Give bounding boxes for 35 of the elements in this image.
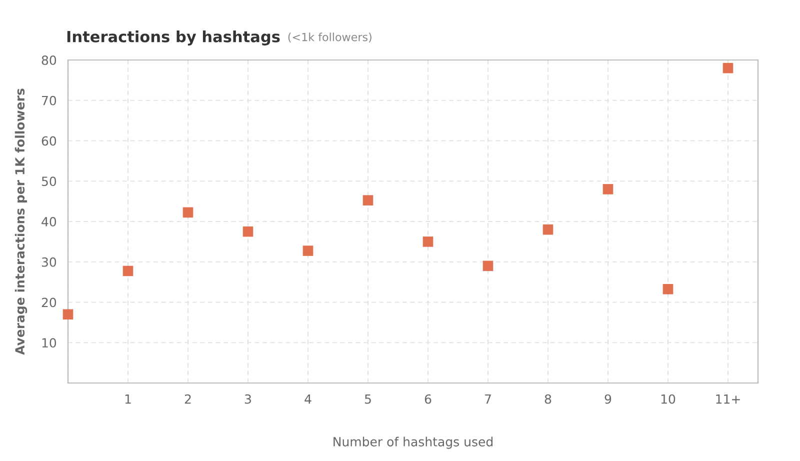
- point: [482, 260, 494, 272]
- point: [302, 246, 314, 256]
- y-tick-label: 30: [42, 257, 56, 267]
- point: [722, 62, 734, 74]
- x-tick-label: 4: [304, 394, 312, 404]
- x-tick-label: 9: [604, 394, 612, 404]
- x-tick-label: 8: [544, 394, 552, 404]
- point: [542, 224, 554, 235]
- y-tick-label: 10: [42, 338, 56, 348]
- x-tick-label: 7: [485, 394, 491, 404]
- x-tick-label: 5: [364, 394, 371, 404]
- x-tick-label: 1: [125, 394, 131, 404]
- x-tick-label: 11+: [716, 394, 740, 404]
- point: [182, 207, 194, 218]
- point: [62, 309, 74, 320]
- chart-subtitle: (<1k followers): [288, 32, 372, 43]
- point: [602, 184, 614, 194]
- x-tick-label: 10: [661, 394, 676, 404]
- y-tick-label: 60: [42, 136, 56, 146]
- y-tick-label: 70: [42, 96, 56, 106]
- x-axis-title: Number of hashtags used: [334, 436, 492, 449]
- point: [422, 236, 434, 247]
- point: [662, 284, 674, 294]
- point: [362, 195, 374, 206]
- x-tick-label: 3: [244, 394, 251, 404]
- x-tick-label: 2: [184, 394, 191, 404]
- point: [242, 226, 254, 237]
- y-tick-label: 20: [42, 298, 56, 308]
- chart-title: Interactions by hashtags: [67, 30, 280, 46]
- point: [122, 266, 134, 276]
- y-tick-label: 80: [42, 55, 56, 65]
- x-tick-label: 6: [424, 394, 432, 404]
- y-tick-label: 40: [42, 216, 56, 226]
- y-tick-label: 50: [42, 176, 56, 186]
- y-axis-title: Average interactions per 1K followers: [14, 88, 28, 355]
